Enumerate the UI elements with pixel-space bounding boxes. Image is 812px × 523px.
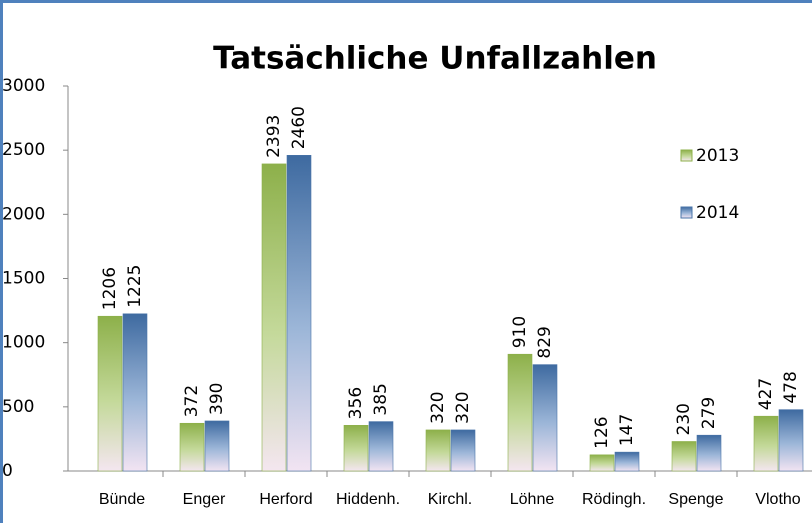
- data-label: 320: [428, 391, 448, 423]
- y-tick-label: 2500: [2, 140, 45, 160]
- bar: [507, 353, 533, 472]
- bar: [97, 315, 123, 472]
- bar: [671, 441, 697, 472]
- data-label: 385: [371, 383, 391, 415]
- legend-label: 2013: [696, 146, 739, 166]
- data-label: 320: [453, 391, 473, 423]
- x-tick-label: Hiddenh.: [336, 491, 400, 508]
- legend-swatch: [680, 149, 693, 162]
- legend-swatch: [680, 206, 693, 219]
- data-label: 2460: [289, 106, 309, 149]
- x-tick-label: Rödingh.: [582, 491, 646, 508]
- bar: [696, 434, 722, 472]
- data-label: 126: [592, 416, 612, 448]
- y-tick-label: 2000: [2, 204, 45, 224]
- bar: [368, 421, 394, 472]
- data-label: 390: [207, 382, 227, 414]
- bar: [589, 454, 615, 472]
- bar: [179, 422, 205, 472]
- bar: [204, 420, 230, 472]
- data-label: 230: [674, 403, 694, 435]
- bar: [532, 364, 558, 472]
- bar: [261, 163, 287, 472]
- chart-title: Tatsächliche Unfallzahlen: [213, 41, 657, 77]
- y-tick-label: 500: [2, 397, 34, 417]
- legend-label: 2014: [696, 203, 739, 223]
- x-tick-label: Spenge: [668, 491, 723, 508]
- bar: [614, 451, 640, 472]
- x-tick-label: Bünde: [99, 491, 145, 508]
- data-label: 147: [617, 414, 637, 446]
- x-tick-label: Kirchl.: [428, 491, 472, 508]
- bar: [753, 415, 779, 472]
- x-tick-label: Vlotho: [755, 491, 800, 508]
- x-tick-label: Herford: [259, 491, 312, 508]
- data-label: 1206: [100, 267, 120, 310]
- bar: [343, 425, 369, 472]
- data-label: 478: [781, 371, 801, 403]
- y-tick-label: 1000: [2, 333, 45, 353]
- bar: [425, 429, 451, 472]
- x-tick-label: Löhne: [510, 491, 555, 508]
- y-tick-label: 3000: [2, 76, 45, 96]
- bar: [450, 429, 476, 472]
- bar: [286, 155, 312, 472]
- y-tick-label: 0: [2, 461, 13, 481]
- data-label: 372: [182, 385, 202, 417]
- y-tick-label: 1500: [2, 269, 45, 289]
- data-label: 829: [535, 326, 555, 358]
- data-label: 910: [510, 316, 530, 348]
- bar: [778, 409, 804, 472]
- data-label: 279: [699, 397, 719, 429]
- bar: [122, 313, 148, 472]
- data-label: 2393: [264, 115, 284, 158]
- x-tick-label: Enger: [183, 491, 226, 508]
- data-label: 356: [346, 387, 366, 419]
- data-label: 427: [756, 378, 776, 410]
- data-label: 1225: [125, 265, 145, 308]
